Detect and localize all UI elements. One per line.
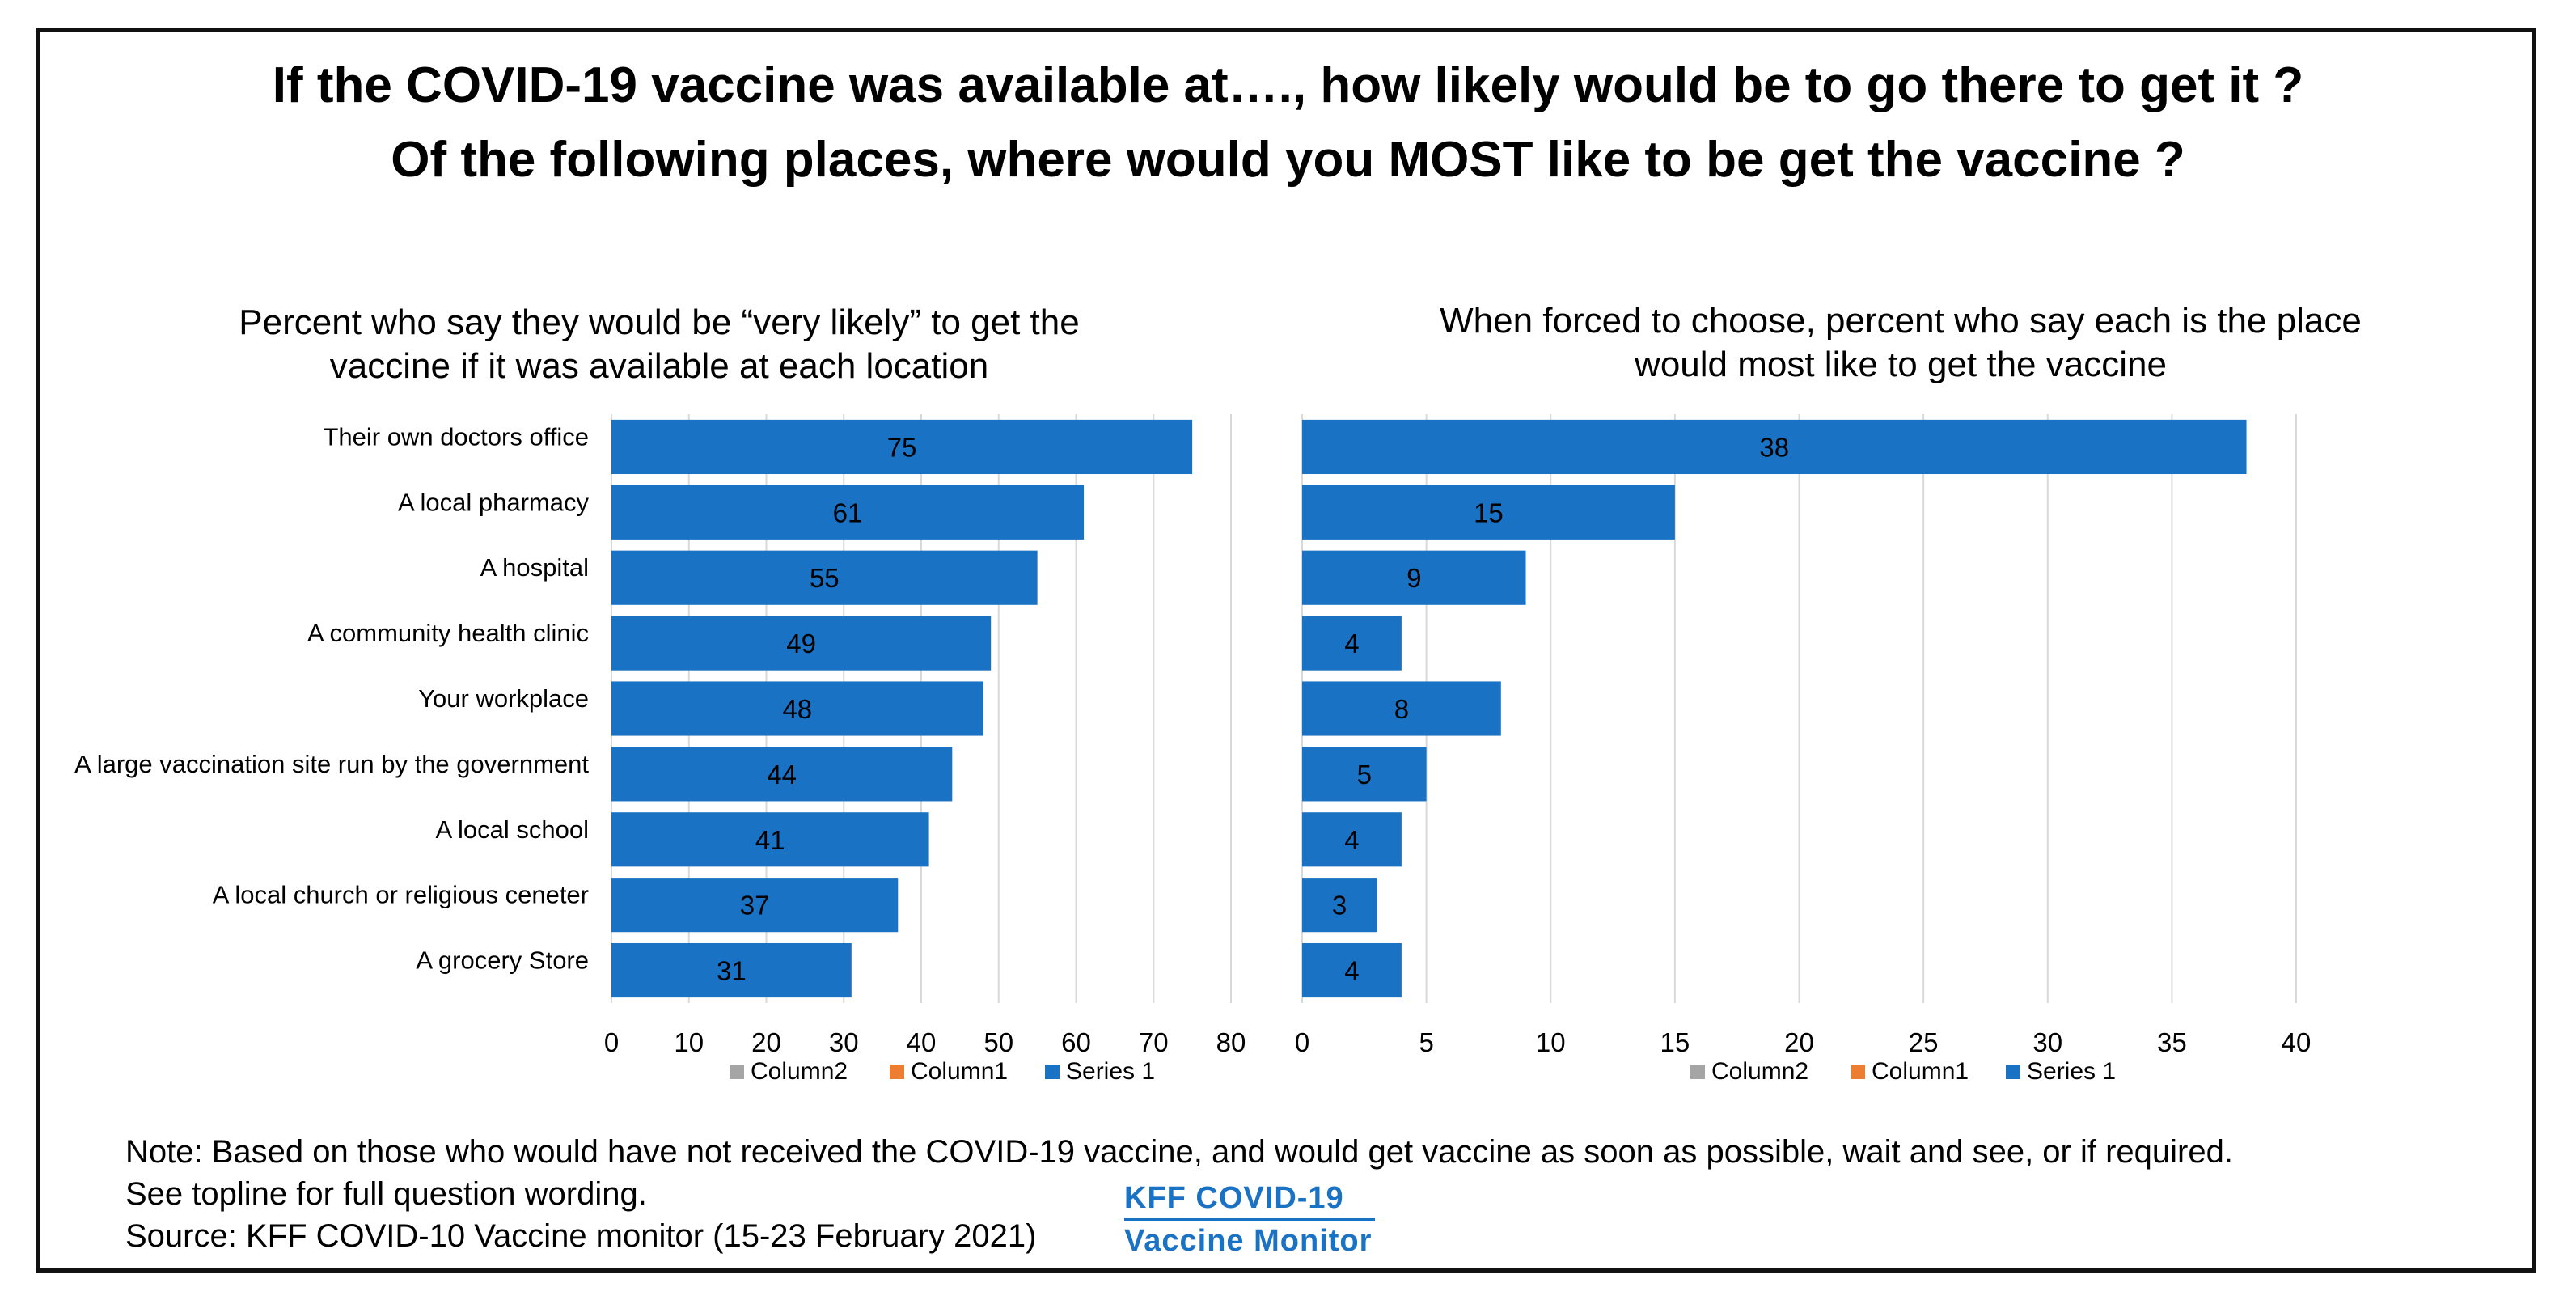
left-x-tick-label: 10 <box>674 1027 704 1057</box>
category-label: A hospital <box>480 553 589 582</box>
left-x-tick-label: 0 <box>604 1027 619 1057</box>
right-bar-value-label: 15 <box>1474 497 1504 527</box>
figure-title-line1: If the COVID-19 vaccine was available at… <box>272 57 2304 113</box>
left-x-tick-label: 40 <box>907 1027 937 1057</box>
right-x-tick-label: 40 <box>2282 1027 2312 1057</box>
left-x-tick-label: 70 <box>1139 1027 1169 1057</box>
left-x-tick-label: 50 <box>983 1027 1013 1057</box>
left-x-tick-label: 80 <box>1216 1027 1246 1057</box>
right-bar <box>1302 550 1526 605</box>
right-bar-value-label: 4 <box>1344 825 1359 855</box>
right-legend-swatch <box>2006 1065 2020 1079</box>
right-bar <box>1302 878 1377 933</box>
left-x-tick-label: 30 <box>829 1027 859 1057</box>
right-legend-swatch <box>1690 1065 1705 1079</box>
right-x-tick-label: 15 <box>1660 1027 1690 1057</box>
right-bar-value-label: 4 <box>1344 629 1359 658</box>
left-legend-label: Column1 <box>911 1058 1008 1085</box>
category-label: A local pharmacy <box>398 488 590 516</box>
right-legend-label: Column1 <box>1872 1058 1969 1085</box>
left-bar-value-label: 48 <box>782 694 812 724</box>
category-label: A local school <box>435 815 589 844</box>
right-bar <box>1302 485 1675 540</box>
left-chart-title-line1: Percent who say they would be “very like… <box>239 303 1080 342</box>
right-bar-value-label: 38 <box>1759 432 1789 462</box>
figure-title-line2: Of the following places, where would you… <box>391 132 2185 188</box>
right-bar-value-label: 5 <box>1357 760 1372 790</box>
left-bar-value-label: 31 <box>717 956 747 986</box>
left-bar <box>611 747 953 802</box>
right-bar-value-label: 4 <box>1344 956 1359 986</box>
left-chart-title-line2: vaccine if it was available at each loca… <box>329 346 989 386</box>
right-chart-title-line1: When forced to choose, percent who say e… <box>1440 301 2362 341</box>
logo-rule <box>1124 1218 1375 1221</box>
logo-line1: KFF COVID-19 <box>1124 1181 1344 1215</box>
category-label: Their own doctors office <box>323 422 589 451</box>
right-bar-value-label: 8 <box>1394 694 1409 724</box>
right-bar <box>1302 942 1402 998</box>
right-bar <box>1302 681 1501 736</box>
left-bar-value-label: 49 <box>786 629 816 658</box>
left-bar-value-label: 61 <box>833 497 863 527</box>
left-bar-value-label: 55 <box>810 563 840 593</box>
right-x-tick-label: 0 <box>1295 1027 1309 1057</box>
right-x-tick-label: 25 <box>1909 1027 1939 1057</box>
right-bar <box>1302 747 1427 802</box>
category-label: A large vaccination site run by the gove… <box>74 750 589 778</box>
category-label: A local church or religious ceneter <box>213 881 589 909</box>
note-line2: See topline for full question wording. <box>125 1176 647 1212</box>
right-bar-value-label: 3 <box>1332 891 1347 921</box>
left-x-tick-label: 20 <box>751 1027 781 1057</box>
left-legend-swatch <box>1045 1065 1060 1079</box>
right-x-tick-label: 35 <box>2157 1027 2187 1057</box>
logo-line2: Vaccine Monitor <box>1124 1224 1373 1258</box>
right-x-tick-label: 30 <box>2032 1027 2062 1057</box>
right-bar <box>1302 419 2247 475</box>
kff-logo: KFF COVID-19 Vaccine Monitor <box>1124 1179 1375 1260</box>
left-legend-label: Column2 <box>751 1058 848 1085</box>
left-legend-swatch <box>890 1065 904 1079</box>
right-chart-title-line2: would most like to get the vaccine <box>1635 345 2167 384</box>
right-chart-title: When forced to choose, percent who say e… <box>1294 299 2507 387</box>
left-bar <box>611 419 1193 475</box>
right-legend-swatch <box>1851 1065 1865 1079</box>
category-label: A community health clinic <box>307 619 589 647</box>
left-bar <box>611 681 983 736</box>
left-bar <box>611 878 899 933</box>
left-bar-value-label: 44 <box>767 760 797 790</box>
right-bar <box>1302 616 1402 671</box>
left-x-tick-label: 60 <box>1061 1027 1091 1057</box>
left-chart-title: Percent who say they would be “very like… <box>137 301 1181 388</box>
right-bar <box>1302 812 1402 867</box>
right-bar-value-label: 9 <box>1406 563 1421 593</box>
note-line1: Note: Based on those who would have not … <box>125 1134 2233 1170</box>
left-bar-value-label: 37 <box>740 891 770 921</box>
left-legend-label: Series 1 <box>1066 1058 1155 1085</box>
right-x-tick-label: 5 <box>1419 1027 1433 1057</box>
left-bar <box>611 485 1085 540</box>
figure-frame <box>36 28 2536 1273</box>
source-line: Source: KFF COVID-10 Vaccine monitor (15… <box>125 1218 1037 1254</box>
left-bar-value-label: 75 <box>887 432 917 462</box>
left-bar <box>611 812 929 867</box>
left-bar-value-label: 41 <box>755 825 785 855</box>
right-x-tick-label: 10 <box>1536 1027 1566 1057</box>
left-legend-swatch <box>730 1065 744 1079</box>
right-x-tick-label: 20 <box>1784 1027 1814 1057</box>
left-bar <box>611 616 992 671</box>
left-bar <box>611 942 852 998</box>
left-bar <box>611 550 1038 605</box>
category-label: A grocery Store <box>416 946 589 975</box>
category-label: Your workplace <box>418 684 589 713</box>
right-legend-label: Column2 <box>1711 1058 1808 1085</box>
right-legend-label: Series 1 <box>2027 1058 2116 1085</box>
